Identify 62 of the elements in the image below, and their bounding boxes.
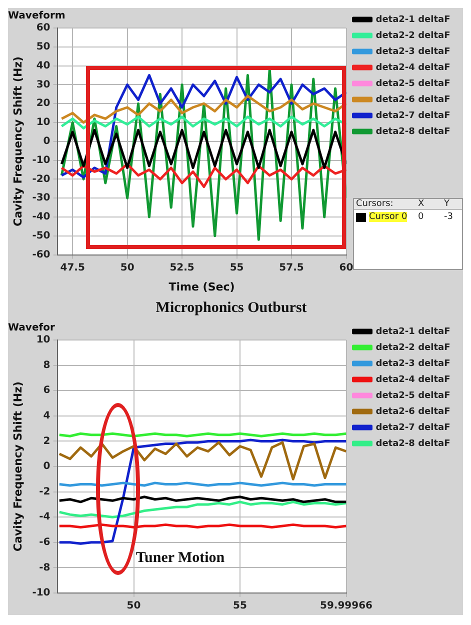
y-tick-label: 2	[43, 436, 50, 447]
legend-label: deta2-2 deltaF	[376, 342, 450, 353]
legend-label: deta2-4 deltaF	[376, 62, 450, 73]
y-tick-label: -30	[32, 192, 50, 204]
y-tick-label: -40	[32, 212, 50, 223]
legend-label: deta2-7 deltaF	[376, 110, 450, 121]
chart-title: Wavefor	[8, 322, 55, 334]
legend-label: deta2-1 deltaF	[376, 14, 450, 25]
y-tick-label: 6	[43, 385, 50, 396]
y-tick-label: 60	[36, 22, 50, 34]
y-tick-label: 0	[43, 136, 50, 147]
x-axis-title: Time (Sec)	[168, 280, 235, 294]
y-tick-label: -2	[39, 486, 50, 498]
y-tick-label: 40	[36, 60, 50, 72]
legend-label: deta2-8 deltaF	[376, 126, 450, 137]
y-tick-label: -8	[39, 562, 50, 574]
y-axis-title: Cavity Frequency Shift (Hz)	[11, 382, 24, 552]
x-tick-label: 47.5	[60, 262, 85, 274]
text: Cursors:	[355, 199, 394, 209]
text: -3	[444, 212, 454, 222]
legend-label: deta2-4 deltaF	[376, 374, 450, 385]
x-tick-label: 57.5	[279, 262, 304, 274]
legend-label: deta2-1 deltaF	[376, 326, 450, 337]
y-tick-label: -4	[39, 512, 50, 523]
y-tick-label: -10	[32, 154, 50, 166]
legend-label: deta2-5 deltaF	[376, 78, 450, 89]
x-tick-label: 59.99966	[320, 600, 373, 612]
y-tick-label: 0	[43, 461, 50, 472]
annotation: Tuner Motion	[136, 550, 225, 567]
y-tick-label: 10	[36, 117, 50, 128]
y-tick-label: 4	[43, 410, 50, 422]
text: X	[418, 199, 426, 209]
text: Microphonics Outburst	[156, 300, 307, 317]
legend-label: deta2-3 deltaF	[376, 46, 450, 57]
legend-label: deta2-8 deltaF	[376, 438, 450, 449]
y-tick-label: -60	[32, 249, 50, 260]
y-tick-label: 30	[36, 79, 50, 90]
text: Cursor 0	[369, 212, 408, 222]
legend-label: deta2-3 deltaF	[376, 358, 450, 369]
legend-label: deta2-7 deltaF	[376, 422, 450, 433]
legend-label: deta2-2 deltaF	[376, 30, 450, 41]
legend-label: deta2-5 deltaF	[376, 390, 450, 401]
y-tick-label: 50	[36, 41, 50, 52]
x-tick-label: 50	[120, 262, 134, 274]
x-tick-label: 52.5	[170, 262, 194, 274]
x-tick-label: 50	[126, 600, 141, 612]
chart-title: Waveform	[8, 10, 66, 22]
y-tick-label: -20	[32, 174, 50, 185]
y-axis-title: Cavity Frequency Shift (Hz)	[11, 56, 24, 226]
x-tick-label: 60	[339, 262, 354, 274]
y-tick-label: 10	[36, 334, 50, 346]
text: Y	[444, 199, 450, 209]
text: 0	[418, 212, 425, 222]
y-tick-label: -10	[32, 588, 50, 599]
y-tick-label: -6	[39, 536, 50, 548]
x-tick-label: 55	[233, 600, 248, 612]
x-tick-label: 55	[230, 262, 244, 274]
y-tick-label: -50	[32, 230, 50, 242]
y-tick-label: 8	[43, 360, 50, 371]
legend-label: deta2-6 deltaF	[376, 406, 450, 417]
legend-label: deta2-6 deltaF	[376, 94, 450, 105]
y-tick-label: 20	[36, 98, 50, 110]
